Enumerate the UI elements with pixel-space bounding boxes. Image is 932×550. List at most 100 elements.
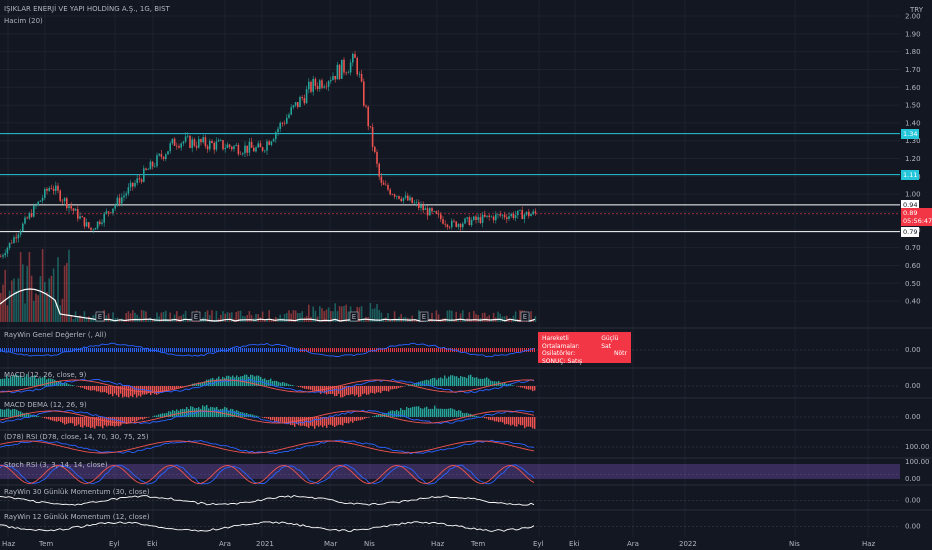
raywin-bar — [128, 348, 129, 352]
candle-body — [81, 216, 83, 218]
volume-bar — [283, 314, 286, 322]
raywin-bar — [372, 348, 373, 352]
candle-body — [345, 72, 347, 74]
candle-body — [334, 75, 336, 80]
histogram-bar — [164, 413, 166, 417]
candle-body — [319, 80, 321, 89]
volume-bar — [57, 257, 59, 322]
candle-body — [264, 150, 266, 152]
raywin-bar — [358, 348, 359, 352]
raywin-bar — [104, 348, 105, 352]
raywin-bar — [312, 348, 313, 352]
candle-body — [398, 195, 400, 199]
volume-bar — [325, 309, 328, 322]
candle-body — [59, 190, 61, 201]
histogram-bar — [390, 410, 392, 417]
raywin-bar — [482, 348, 483, 352]
histogram-bar — [494, 417, 496, 422]
raywin-bar — [46, 348, 47, 352]
volume-bar — [39, 276, 42, 322]
price-tick-label: 1.60 — [905, 84, 921, 92]
volume-bar — [360, 306, 363, 322]
volume-bar — [264, 319, 266, 322]
candle-body — [281, 122, 284, 124]
histogram-bar — [234, 377, 236, 386]
histogram-bar — [6, 375, 8, 386]
raywin-bar — [384, 348, 385, 352]
price-tick-label: 0.70 — [905, 244, 921, 252]
histogram-bar — [282, 381, 284, 386]
raywin-bar — [532, 348, 533, 352]
histogram-bar — [78, 417, 80, 425]
raywin-bar — [54, 348, 55, 352]
histogram-bar — [374, 415, 376, 417]
histogram-bar — [40, 377, 42, 386]
raywin-bar — [286, 348, 287, 352]
histogram-bar — [42, 377, 44, 386]
histogram-bar — [428, 380, 430, 386]
histogram-bar — [352, 417, 354, 423]
volume-bar — [431, 312, 433, 322]
histogram-bar — [490, 380, 492, 386]
candle-body — [121, 197, 123, 204]
histogram-bar — [472, 376, 474, 386]
histogram-bar — [274, 417, 276, 422]
volume-bar — [327, 307, 330, 322]
volume-bar — [48, 278, 50, 322]
candle-body — [310, 81, 312, 92]
volume-bars — [0, 249, 537, 322]
candle-body — [228, 144, 231, 147]
raywin-bar — [390, 348, 391, 352]
histogram-bar — [184, 409, 186, 417]
histogram-bar — [10, 376, 12, 386]
histogram-bar — [44, 417, 46, 419]
histogram-bar — [50, 378, 52, 386]
raywin-bar — [316, 348, 317, 352]
raywin-bar — [120, 348, 121, 352]
volume-bar — [176, 311, 178, 322]
histogram-bar — [366, 386, 368, 395]
raywin-bar — [122, 348, 123, 352]
candle-body — [444, 223, 446, 225]
candle-body — [26, 217, 28, 219]
raywin-bar — [152, 348, 153, 352]
raywin-bar — [38, 348, 39, 352]
volume-bar — [244, 316, 246, 322]
histogram-bar — [306, 417, 308, 427]
candle-body — [424, 208, 427, 211]
raywin-bar — [466, 348, 467, 352]
histogram-bar — [490, 417, 492, 421]
histogram-bar — [354, 417, 356, 421]
histogram-bar — [426, 379, 428, 386]
histogram-bar — [232, 409, 234, 417]
candle-body — [402, 197, 405, 201]
raywin-bar — [516, 348, 517, 352]
histogram-bar — [410, 407, 412, 417]
histogram-bar — [70, 384, 72, 386]
histogram-bar — [448, 408, 450, 417]
histogram-bar — [448, 376, 450, 386]
candle-body — [275, 132, 277, 140]
raywin-bar — [500, 348, 501, 352]
candle-body — [468, 217, 471, 226]
raywin-bar — [234, 348, 235, 352]
raywin-bar — [476, 348, 477, 352]
histogram-bar — [110, 386, 112, 395]
histogram-bar — [394, 386, 396, 389]
raywin-bar — [2, 348, 3, 352]
histogram-bar — [440, 377, 442, 386]
volume-bar — [160, 312, 163, 322]
histogram-bar — [218, 409, 220, 417]
histogram-bar — [112, 386, 114, 397]
histogram-bar — [8, 408, 10, 417]
candle-body — [393, 194, 396, 197]
histogram-bar — [416, 382, 418, 386]
raywin-bar — [292, 348, 293, 352]
histogram-bar — [138, 386, 140, 396]
histogram-bar — [156, 415, 158, 417]
candle-body — [235, 144, 237, 146]
volume-bar — [134, 312, 136, 322]
candle-body — [180, 143, 182, 148]
histogram-bar — [180, 386, 182, 388]
